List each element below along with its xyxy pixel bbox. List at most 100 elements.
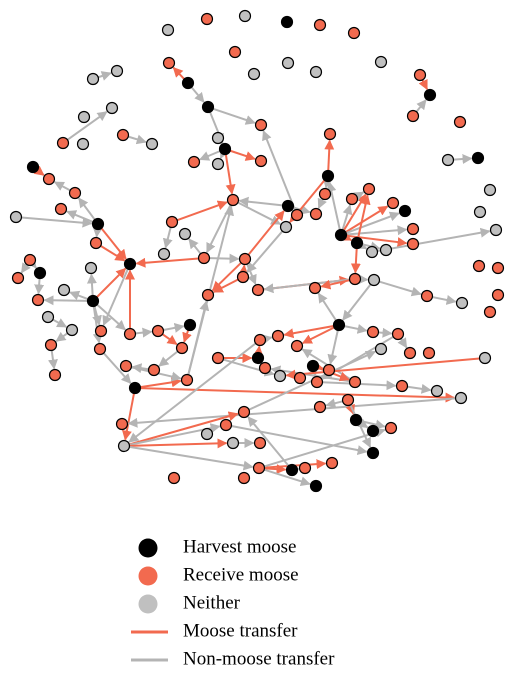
household-node bbox=[403, 346, 417, 360]
household-node bbox=[110, 64, 124, 78]
household-node bbox=[384, 421, 398, 435]
household-node bbox=[398, 204, 412, 218]
household-node bbox=[293, 371, 307, 385]
transfer-edge bbox=[199, 150, 221, 161]
household-node bbox=[237, 471, 251, 485]
transfer-edge bbox=[301, 326, 335, 344]
transfer-edge bbox=[342, 283, 372, 321]
household-node bbox=[366, 424, 380, 438]
transfer-edge bbox=[100, 245, 126, 262]
household-node bbox=[279, 220, 293, 234]
household-node bbox=[334, 228, 348, 242]
transfer-edge bbox=[92, 227, 103, 238]
legend-label: Receive moose bbox=[183, 564, 299, 585]
transfer-edge bbox=[285, 357, 480, 380]
household-node bbox=[238, 9, 252, 23]
household-node bbox=[308, 281, 322, 295]
household-node bbox=[348, 375, 362, 389]
transfer-edge bbox=[176, 200, 228, 222]
transfer-edge bbox=[190, 86, 205, 103]
transfer-edge bbox=[206, 204, 232, 254]
household-node bbox=[366, 446, 380, 460]
household-node bbox=[123, 327, 137, 341]
household-node bbox=[247, 67, 261, 81]
transfer-edge bbox=[172, 66, 185, 80]
household-node bbox=[57, 283, 71, 297]
household-node bbox=[219, 418, 233, 432]
transfer-edge bbox=[52, 318, 68, 328]
transfer-edge bbox=[326, 181, 341, 230]
household-node bbox=[42, 172, 56, 186]
transfer-edge bbox=[161, 333, 178, 346]
household-node bbox=[491, 261, 505, 275]
household-node bbox=[86, 294, 100, 308]
transfer-edge bbox=[127, 397, 456, 428]
transfer-edge bbox=[246, 230, 284, 273]
household-node bbox=[345, 192, 359, 206]
transfer-edge bbox=[453, 154, 473, 165]
transfer-edge bbox=[96, 303, 126, 331]
household-node bbox=[406, 109, 420, 123]
transfer-edge bbox=[26, 257, 37, 269]
transfer-edge bbox=[238, 264, 249, 275]
transfer-edge bbox=[86, 273, 97, 296]
household-node bbox=[237, 405, 251, 419]
transfer-edge bbox=[34, 278, 45, 295]
household-node bbox=[86, 72, 100, 86]
household-node bbox=[187, 155, 201, 169]
household-node bbox=[365, 245, 379, 259]
household-node bbox=[483, 305, 497, 319]
transfer-edge bbox=[263, 468, 311, 487]
transfer-edge bbox=[163, 322, 185, 333]
household-node bbox=[181, 76, 195, 90]
household-node bbox=[406, 237, 420, 251]
household-node bbox=[253, 333, 267, 347]
legend-swatch bbox=[138, 594, 158, 614]
household-node bbox=[178, 227, 192, 241]
household-node bbox=[218, 142, 232, 156]
household-node bbox=[386, 196, 400, 210]
household-node bbox=[290, 339, 304, 353]
transfer-edge bbox=[238, 196, 283, 207]
household-node bbox=[309, 65, 323, 79]
transfer-edge bbox=[397, 337, 408, 349]
legend: Harvest moose Receive moose Neither Moose t… bbox=[131, 536, 335, 669]
household-node bbox=[200, 12, 214, 26]
household-node bbox=[183, 318, 197, 332]
transfer-edge bbox=[188, 238, 202, 255]
transfer-edge bbox=[247, 210, 285, 256]
transfer-edge bbox=[229, 149, 256, 161]
household-node bbox=[236, 270, 250, 284]
transfer-edge bbox=[253, 345, 264, 356]
transfer-edge bbox=[209, 253, 240, 264]
household-node bbox=[115, 417, 129, 431]
household-node bbox=[56, 136, 70, 150]
transfer-edge bbox=[345, 205, 389, 233]
transfer-edge bbox=[96, 267, 127, 298]
household-node bbox=[349, 413, 363, 427]
household-node bbox=[472, 259, 486, 273]
transfer-edge bbox=[350, 248, 361, 274]
transfer-edge bbox=[378, 280, 422, 297]
household-node bbox=[68, 186, 82, 200]
transfer-edge bbox=[264, 464, 287, 475]
household-node bbox=[491, 288, 505, 302]
household-node bbox=[33, 266, 47, 280]
household-node bbox=[298, 461, 312, 475]
transfer-edge bbox=[182, 329, 192, 343]
transfer-edge bbox=[324, 139, 335, 171]
transfer-edge bbox=[78, 197, 96, 221]
household-node bbox=[323, 127, 337, 141]
household-node bbox=[105, 101, 119, 115]
household-node bbox=[273, 369, 287, 383]
household-node bbox=[41, 310, 55, 324]
transfer-edge bbox=[262, 130, 296, 211]
household-node bbox=[290, 208, 304, 222]
transfer-edge bbox=[212, 278, 239, 293]
transfer-edge bbox=[92, 306, 102, 326]
household-node bbox=[226, 436, 240, 450]
household-node bbox=[147, 363, 161, 377]
transfer-edge bbox=[327, 330, 339, 365]
household-node bbox=[453, 115, 467, 129]
